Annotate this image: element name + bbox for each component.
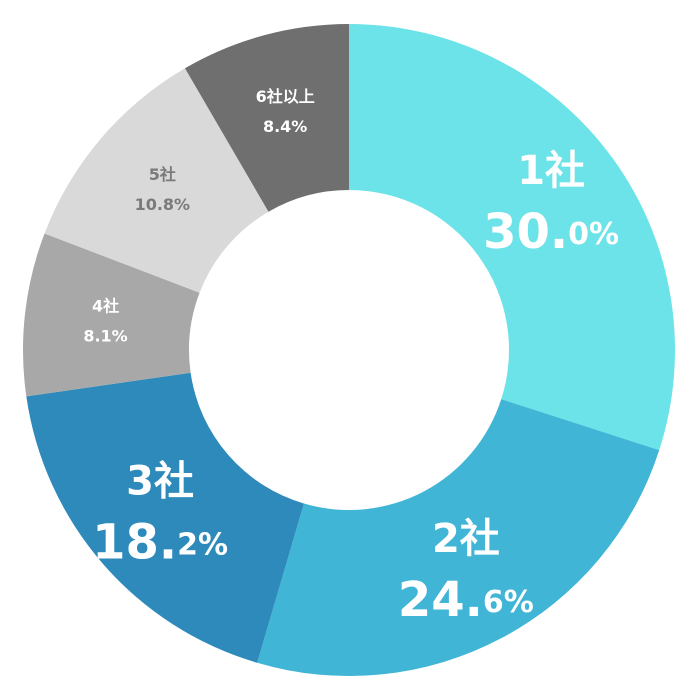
donut-slice xyxy=(184,23,349,212)
slice-value-label: 10.8% xyxy=(135,195,191,214)
slice-value-label: 24.6% xyxy=(398,572,534,628)
slice-value-label: 8.4% xyxy=(263,117,307,136)
donut-slice xyxy=(349,24,675,451)
donut-slice xyxy=(23,233,200,397)
slice-category-label: 2社 xyxy=(432,516,500,562)
donut-slice xyxy=(44,68,269,293)
slice-category-label: 1社 xyxy=(517,148,585,194)
slice-value-label: 30.0% xyxy=(483,204,619,260)
donut-slice xyxy=(257,399,660,677)
slice-value-label: 18.2% xyxy=(92,515,228,571)
slice-category-label: 3社 xyxy=(126,459,194,505)
slice-category-label: 6社以上 xyxy=(256,87,315,106)
slice-value-label: 8.1% xyxy=(83,326,127,345)
slice-category-label: 5社 xyxy=(149,165,176,184)
slice-category-label: 4社 xyxy=(92,296,119,315)
donut-slice xyxy=(26,372,304,663)
